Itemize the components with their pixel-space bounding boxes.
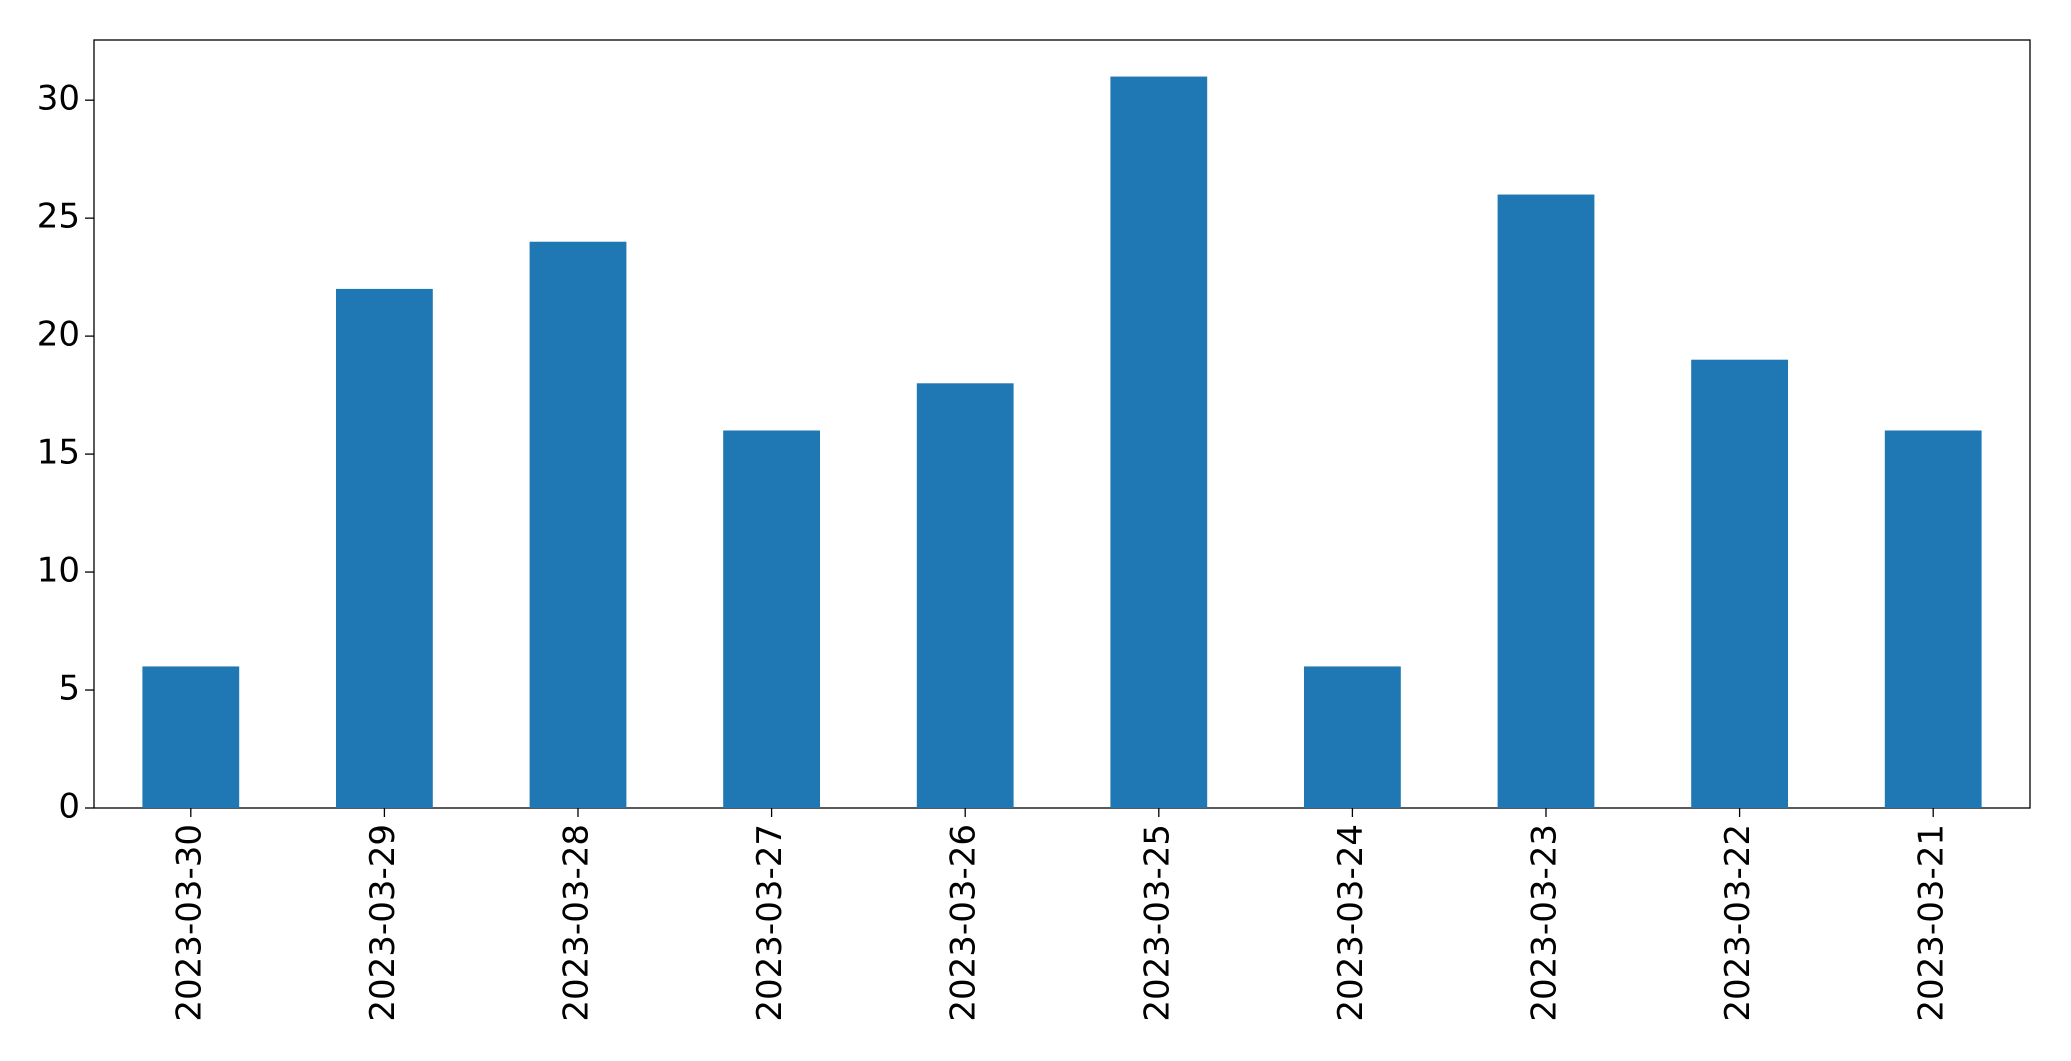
- plot-frame: [93, 39, 2031, 809]
- x-tick-label: 2023-03-21: [1912, 824, 1952, 1022]
- bar: [1497, 194, 1595, 809]
- x-tick-label: 2023-03-22: [1718, 824, 1758, 1022]
- y-tick-label: 25: [37, 197, 80, 237]
- y-tick-label: 30: [37, 79, 80, 119]
- bar: [1691, 359, 1788, 808]
- y-tick-label: 20: [37, 315, 80, 355]
- bar: [1110, 76, 1208, 809]
- x-tick-label: 2023-03-26: [944, 824, 984, 1022]
- bar: [1884, 430, 1982, 808]
- bar: [1304, 666, 1401, 808]
- y-tick-label: 15: [37, 433, 80, 473]
- y-tick-label: 10: [37, 551, 80, 591]
- bar: [336, 288, 433, 809]
- x-tick-label: 2023-03-24: [1331, 824, 1371, 1022]
- x-tick-label: 2023-03-27: [750, 824, 790, 1022]
- x-tick-label: 2023-03-28: [557, 824, 597, 1022]
- y-tick-label: 5: [58, 669, 80, 709]
- bar: [529, 241, 627, 808]
- x-tick-label: 2023-03-23: [1525, 824, 1565, 1022]
- bar: [916, 383, 1014, 808]
- x-tick-label: 2023-03-29: [363, 824, 403, 1022]
- x-tick-label: 2023-03-25: [1137, 824, 1177, 1022]
- y-tick-label: 0: [58, 787, 80, 827]
- x-tick-label: 2023-03-30: [169, 824, 209, 1022]
- bar: [723, 430, 820, 808]
- bar: [142, 666, 240, 808]
